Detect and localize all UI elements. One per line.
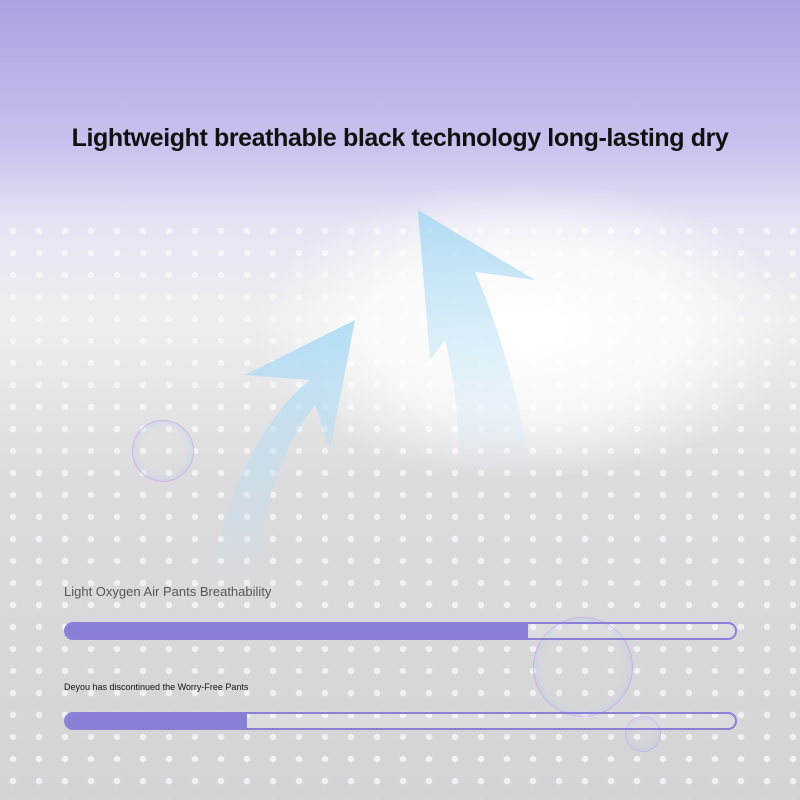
- airflow-arrows-icon: [210, 210, 535, 600]
- progress-fill: [66, 624, 528, 638]
- progress-fill: [66, 714, 247, 728]
- bar-label: Light Oxygen Air Pants Breathability: [64, 584, 272, 599]
- bubble: [625, 716, 661, 752]
- bar-label: Deyou has discontinued the Worry-Free Pa…: [64, 682, 249, 692]
- bubble: [533, 617, 633, 717]
- progress-bar: [64, 712, 737, 730]
- headline: Lightweight breathable black technology …: [71, 124, 729, 152]
- progress-bar: [64, 622, 737, 640]
- bubble: [132, 420, 194, 482]
